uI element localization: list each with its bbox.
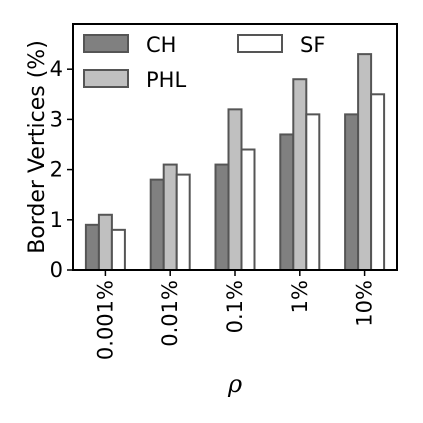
x-tick-label: 10% — [353, 280, 377, 327]
bar-sf-0 — [110, 228, 126, 271]
y-axis-ticks: 0 1 2 3 4 — [50, 57, 73, 282]
legend-swatch-ch — [83, 34, 129, 53]
x-axis-label: ρ — [227, 370, 242, 398]
x-axis-ticks: 0.001% 0.01% 0.1% 1% 10% — [93, 270, 377, 360]
bar-sf-1 — [175, 173, 191, 271]
legend-label-ch: CH — [146, 33, 176, 57]
plot-frame — [72, 23, 398, 271]
x-tick-label: 0.001% — [93, 280, 117, 360]
bar-ch-3 — [279, 133, 295, 271]
bar-sf-3 — [305, 113, 321, 272]
bar-phl-3 — [292, 78, 308, 271]
bar-ch-2 — [214, 163, 230, 271]
bar-ch-1 — [149, 178, 165, 272]
legend-swatch-phl — [83, 69, 129, 88]
legend: CH PHL SF — [83, 33, 325, 92]
y-tick-label: 1 — [50, 208, 63, 232]
bar-ch-0 — [84, 223, 100, 272]
x-tick-label: 0.01% — [158, 280, 182, 347]
bar-ch-4 — [344, 113, 360, 272]
bar-sf-4 — [370, 93, 386, 271]
bar-phl-4 — [357, 53, 373, 271]
y-tick-label: 0 — [50, 258, 63, 282]
bar-phl-1 — [162, 163, 178, 271]
bars-group — [84, 53, 386, 272]
legend-label-sf: SF — [300, 33, 325, 57]
bar-phl-0 — [97, 213, 113, 272]
y-tick-label: 3 — [50, 107, 63, 131]
legend-swatch-sf — [237, 34, 283, 53]
legend-label-phl: PHL — [146, 68, 186, 92]
x-tick-label: 0.1% — [223, 280, 247, 333]
y-axis-label: Border Vertices (%) — [25, 40, 50, 254]
y-tick-label: 4 — [50, 57, 63, 81]
bar-sf-2 — [240, 148, 256, 272]
x-tick-label: 1% — [288, 280, 312, 313]
y-tick-label: 2 — [50, 158, 63, 182]
bar-phl-2 — [227, 108, 243, 271]
